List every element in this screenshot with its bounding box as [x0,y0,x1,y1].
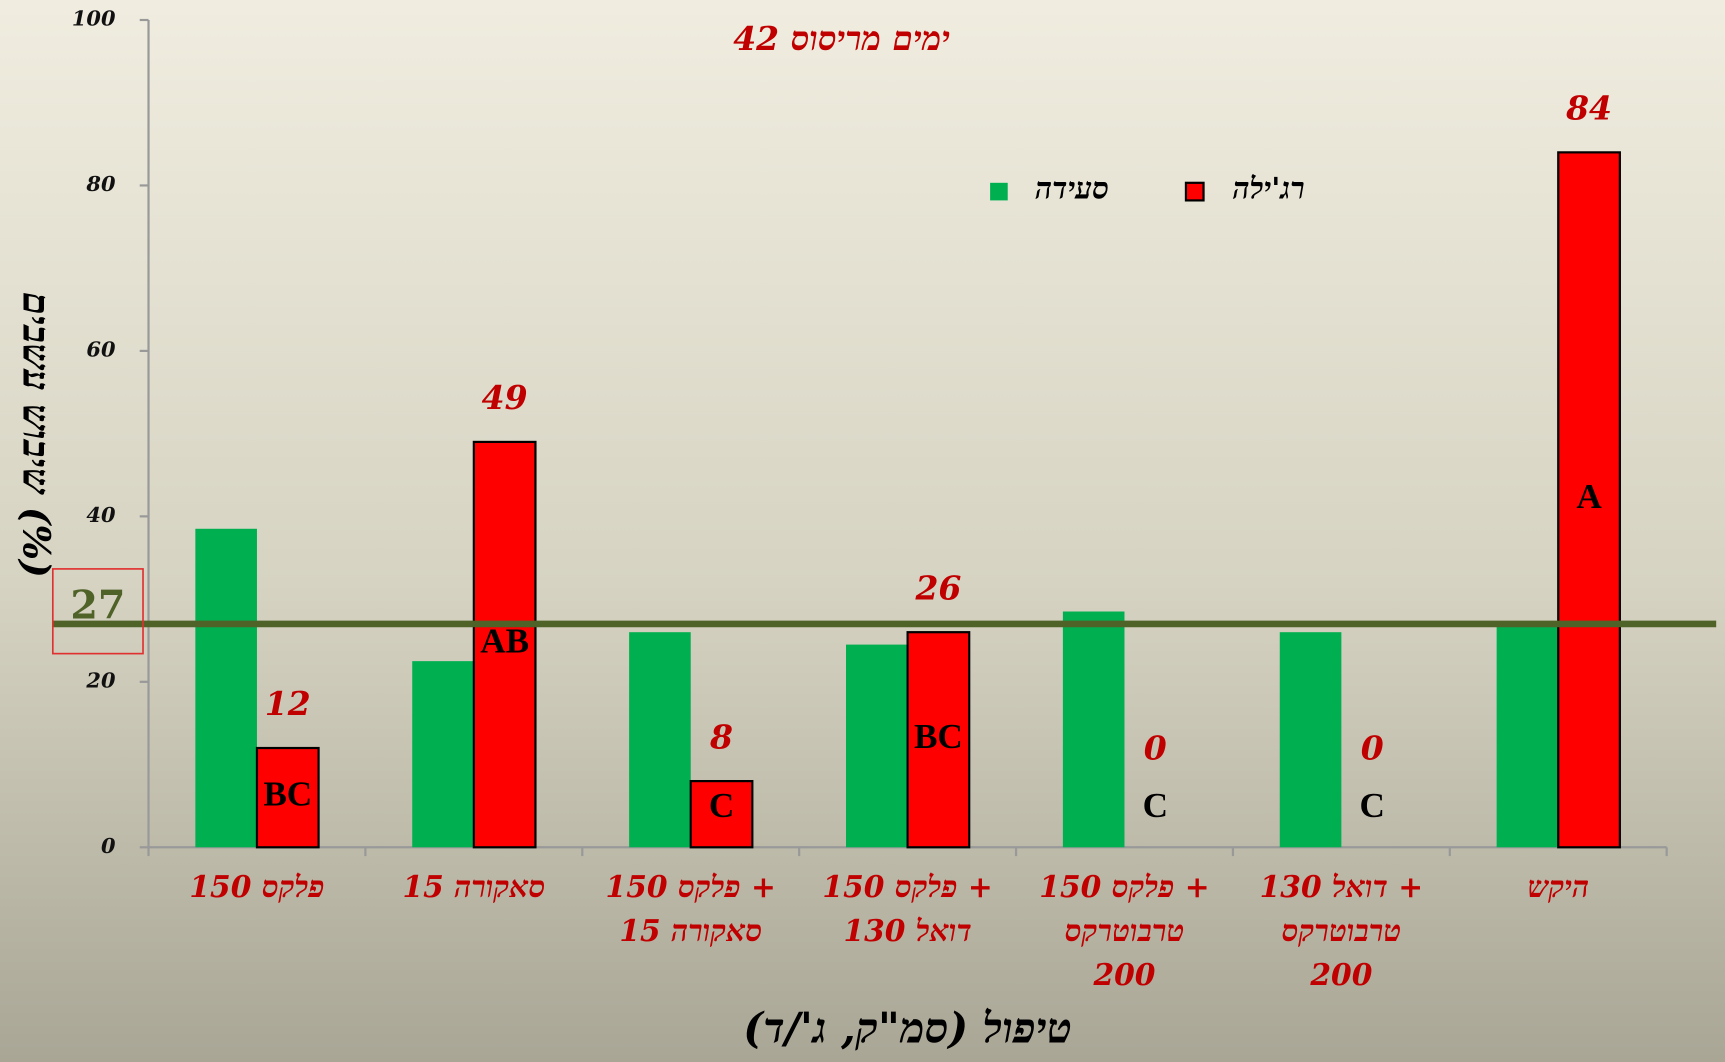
x-tick-label: פלקס 150 [189,870,324,905]
x-tick-label: היקש [1527,870,1589,905]
bar [195,528,257,848]
value-label: 84 [1565,89,1612,128]
chart-title: 42 ימים מריסוס [733,19,950,58]
bar [689,780,754,849]
y-tick-label: 60 [86,336,116,361]
value-label: 0 [1144,728,1167,767]
legend-swatch [990,182,1008,201]
x-tick-label: פלקס 150 + [606,870,776,905]
significance-letter: BC [914,717,963,756]
x-axis-label: טיפול (סמ"ק, ג'/ד) [743,1004,1072,1053]
reference-label-box [51,568,144,655]
value-label: 49 [482,378,528,417]
y-tick-label: 0 [101,833,116,858]
x-tick-label: דואל 130 [843,914,971,949]
y-tick-label: 80 [85,171,116,196]
significance-letter: A [1576,477,1602,516]
legend-swatch [1184,181,1205,202]
bar [1496,623,1559,848]
significance-letter: C [1359,786,1384,825]
y-axis-label: שיבוש עשבים (%) [15,292,59,578]
bar [255,746,320,849]
bar [412,661,474,848]
significance-letter: C [709,786,734,825]
x-tick-label: פלקס 150 + [1039,870,1209,905]
reference-label: 27 [70,583,125,629]
x-tick-label: סאקורה 15 [619,914,762,949]
x-tick-label: טרבוטרקס [1065,914,1185,949]
y-tick-label: 100 [72,5,116,30]
significance-letter: BC [263,775,312,814]
x-tick-label: דואל 130 + [1260,870,1423,905]
y-tick-label: 40 [86,502,116,527]
x-tick-label: 200 [1309,958,1372,993]
legend-label: סעידה [1035,172,1109,207]
value-label: 8 [709,717,733,756]
x-tick-label: סאקורה 15 [402,870,545,905]
x-tick-label: 200 [1092,958,1155,993]
x-tick-label: פלקס 150 + [822,870,992,905]
significance-letter: C [1143,786,1168,825]
bar [845,644,908,848]
bar [1279,632,1342,848]
x-tick-label: טרבוטרקס [1282,914,1402,949]
value-label: 12 [265,684,311,723]
significance-letter: AB [480,622,529,661]
y-tick-label: 20 [85,667,116,692]
bar [472,440,537,849]
legend-label: רג'ילה [1233,172,1305,207]
bar [1557,151,1621,849]
value-label: 0 [1361,728,1384,767]
bar [629,632,691,848]
value-label: 26 [914,568,961,607]
bar [906,631,971,849]
bar [1062,611,1125,848]
